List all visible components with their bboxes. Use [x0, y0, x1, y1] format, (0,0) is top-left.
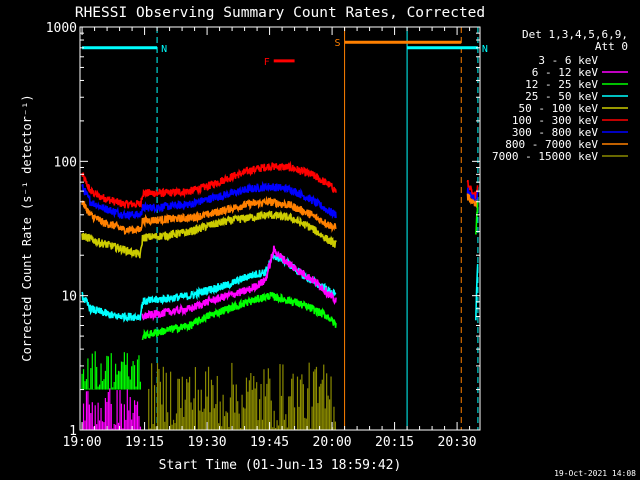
y-axis-label: Corrected Count Rate (s⁻¹ detector⁻¹): [20, 94, 34, 361]
flag-label: S: [335, 38, 341, 49]
y-tick-label: 1000: [46, 21, 77, 36]
chart-title: RHESSI Observing Summary Count Rates, Co…: [75, 5, 485, 21]
legend-entry-label: 100 - 300 keV: [512, 114, 598, 127]
legend-entry-label: 6 - 12 keV: [532, 66, 599, 79]
flag-label: N: [161, 44, 167, 55]
x-tick-label: 20:15: [375, 435, 414, 450]
legend-header: Det 1,3,4,5,6,9,: [522, 28, 628, 41]
series-line: [81, 210, 337, 259]
series-line: [141, 245, 337, 322]
legend-entry-label: 3 - 6 keV: [538, 54, 598, 67]
data-series-group: [81, 160, 479, 430]
series-line: [141, 275, 337, 381]
x-axis-label: Start Time (01-Jun-13 18:59:42): [159, 458, 402, 473]
legend-entry-label: 7000 - 15000 keV: [492, 150, 598, 163]
x-tick-label: 20:00: [313, 435, 352, 450]
y-tick-label: 10: [61, 290, 77, 305]
series-line: [466, 193, 478, 209]
series-line: [466, 179, 479, 200]
y-tick-label: 100: [54, 155, 77, 170]
legend-entry-label: 50 - 100 keV: [519, 102, 599, 115]
flag-label: F: [264, 57, 270, 68]
legend-entry-label: 300 - 800 keV: [512, 126, 598, 139]
series-line: [81, 160, 337, 209]
legend-header: Att 0: [595, 40, 628, 53]
series-line: [81, 180, 337, 221]
series-line: [475, 264, 479, 321]
x-tick-label: 20:30: [438, 435, 477, 450]
series-line: [475, 201, 479, 235]
flag-label: N: [482, 44, 488, 55]
legend-entry-label: 800 - 7000 keV: [505, 138, 598, 151]
x-tick-label: 19:45: [250, 435, 289, 450]
y-tick-label: 1: [69, 424, 77, 439]
x-tick-label: 19:00: [63, 435, 102, 450]
legend-entry-label: 12 - 25 keV: [525, 78, 598, 91]
plot-frame: [79, 26, 481, 431]
series-line: [141, 291, 337, 341]
footer-date: 19-Oct-2021 14:08: [554, 469, 636, 478]
series-line: [81, 195, 337, 235]
legend-entry-label: 25 - 50 keV: [525, 90, 598, 103]
series-line: [81, 251, 337, 323]
x-tick-label: 19:15: [125, 435, 164, 450]
x-tick-label: 19:30: [188, 435, 227, 450]
